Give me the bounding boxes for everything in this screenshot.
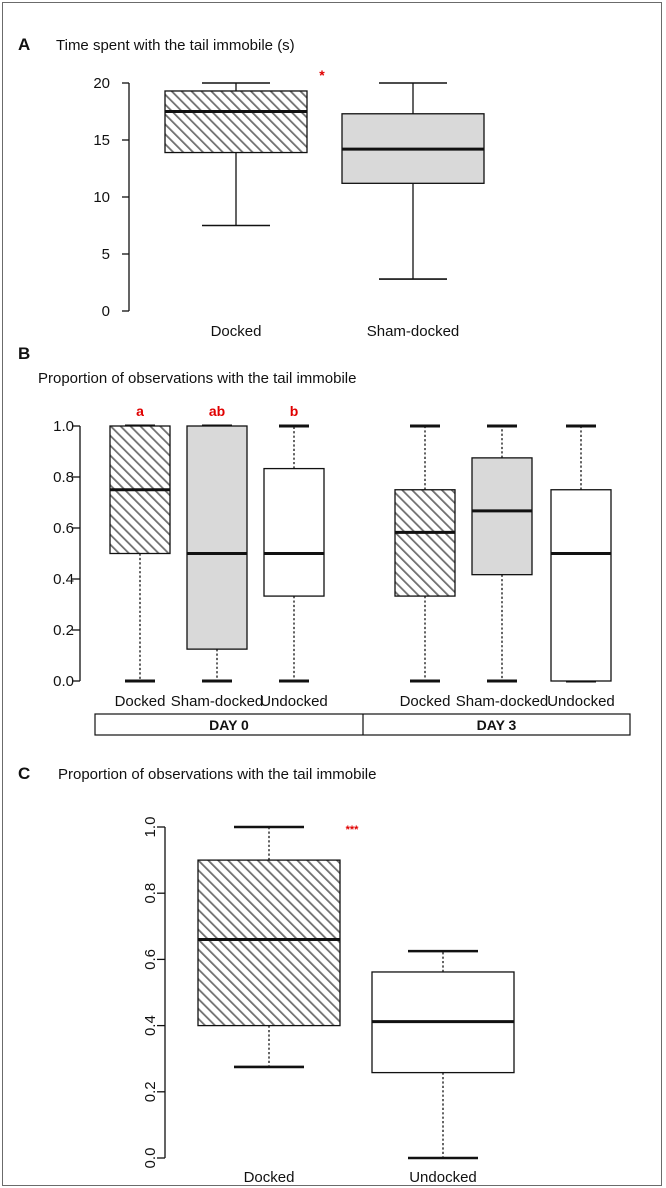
iqr-box xyxy=(471,457,533,576)
panel-title: Time spent with the tail immobile (s) xyxy=(56,37,295,54)
iqr-box xyxy=(186,425,248,650)
day-0-label: DAY 0 xyxy=(209,717,249,733)
category-label: Docked xyxy=(244,1169,295,1186)
box-1: Docked xyxy=(109,424,171,710)
category-label: Docked xyxy=(400,693,451,710)
iqr-box xyxy=(550,489,612,682)
panel-c: C Proportion of observations with the tai… xyxy=(18,764,515,1186)
y-tick-label: 0.6 xyxy=(53,520,74,537)
panel-letter: C xyxy=(18,764,30,783)
y-tick-label: 5 xyxy=(102,246,110,263)
box-6: Undocked xyxy=(547,424,615,710)
box-3: Undocked xyxy=(260,424,328,710)
day-3-label: DAY 3 xyxy=(477,717,517,733)
significance-label: a xyxy=(136,403,144,419)
panel-letter: B xyxy=(18,344,30,363)
y-tick-label: 1.0 xyxy=(53,418,74,435)
panel-title: Proportion of observations with the tail… xyxy=(38,370,357,387)
y-tick-label: 0.0 xyxy=(142,1148,159,1169)
iqr-box xyxy=(263,467,325,597)
iqr-box xyxy=(197,859,341,1027)
significance-label: ab xyxy=(209,403,225,419)
significance-label: b xyxy=(290,403,299,419)
category-label: Docked xyxy=(115,693,166,710)
box-4: Docked xyxy=(394,424,456,710)
iqr-box xyxy=(394,489,456,597)
y-tick-label: 0.8 xyxy=(142,883,159,904)
y-tick-label: 0.8 xyxy=(53,469,74,486)
panel-letter: A xyxy=(18,35,30,54)
y-tick-label: 10 xyxy=(93,189,110,206)
category-label: Sham-docked xyxy=(367,323,460,340)
y-tick-label: 20 xyxy=(93,75,110,92)
category-label: Sham-docked xyxy=(171,693,264,710)
panel-title: Proportion of observations with the tail… xyxy=(58,766,377,783)
category-label: Docked xyxy=(211,323,262,340)
category-label: Undocked xyxy=(260,693,328,710)
significance-label: *** xyxy=(346,824,360,836)
box-5: Sham-docked xyxy=(456,424,549,710)
y-tick-label: 15 xyxy=(93,132,110,149)
box-1: Docked xyxy=(197,825,341,1186)
panel-a: A Time spent with the tail immobile (s) 0 5… xyxy=(18,35,485,340)
day-group-box: DAY 0 DAY 3 xyxy=(94,713,631,736)
y-tick-label: 0.4 xyxy=(53,571,74,588)
y-tick-label: 0.6 xyxy=(142,949,159,970)
category-label: Undocked xyxy=(409,1169,477,1186)
significance-label: * xyxy=(319,67,325,83)
panel-b: B Proportion of observations with the tai… xyxy=(18,344,631,736)
box-1: Docked xyxy=(164,82,308,340)
box-2: Sham-docked xyxy=(341,82,485,340)
box-2: Undocked xyxy=(371,949,515,1186)
y-tick-label: 0.4 xyxy=(142,1015,159,1036)
y-tick-label: 1.0 xyxy=(142,817,159,838)
y-tick-label: 0.0 xyxy=(53,673,74,690)
y-tick-label: 0 xyxy=(102,303,110,320)
category-label: Undocked xyxy=(547,693,615,710)
y-tick-label: 0.2 xyxy=(142,1081,159,1102)
box-2: Sham-docked xyxy=(171,424,264,710)
iqr-box xyxy=(164,90,308,154)
y-tick-label: 0.2 xyxy=(53,622,74,639)
category-label: Sham-docked xyxy=(456,693,549,710)
